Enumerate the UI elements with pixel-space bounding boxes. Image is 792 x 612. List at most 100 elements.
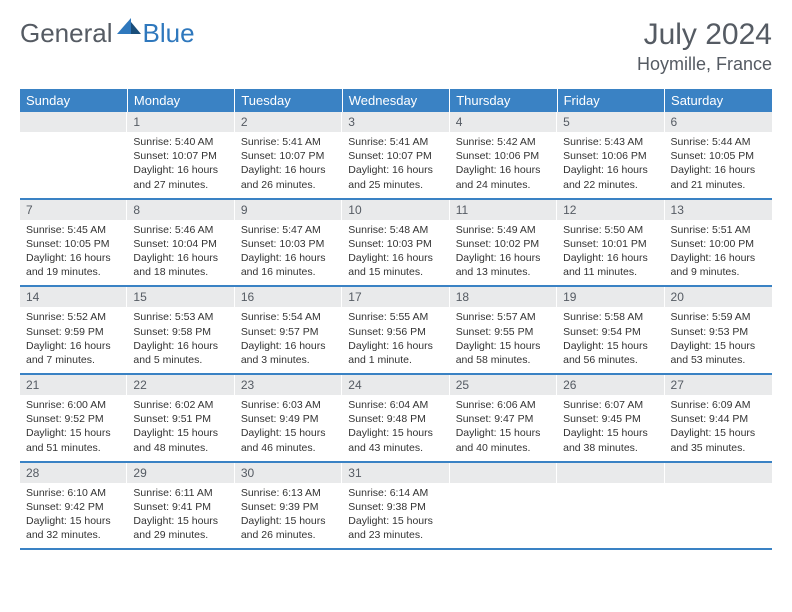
day-body xyxy=(557,483,664,539)
day-info-line: Daylight: 16 hours and 25 minutes. xyxy=(348,163,443,191)
calendar-day-cell: 3Sunrise: 5:41 AMSunset: 10:07 PMDayligh… xyxy=(342,112,449,199)
day-info-line: Daylight: 15 hours and 56 minutes. xyxy=(563,339,658,367)
day-number xyxy=(20,112,127,132)
day-number: 12 xyxy=(557,200,664,220)
day-number: 31 xyxy=(342,463,449,483)
day-number: 3 xyxy=(342,112,449,132)
day-info-line: Daylight: 15 hours and 43 minutes. xyxy=(348,426,443,454)
day-number xyxy=(665,463,772,483)
calendar-day-cell: 29Sunrise: 6:11 AMSunset: 9:41 PMDayligh… xyxy=(127,462,234,550)
day-number: 17 xyxy=(342,287,449,307)
dow-header: Friday xyxy=(557,89,664,112)
day-body: Sunrise: 5:42 AMSunset: 10:06 PMDaylight… xyxy=(450,132,557,198)
dow-header: Saturday xyxy=(665,89,772,112)
day-info-line: Sunset: 9:45 PM xyxy=(563,412,658,426)
day-info-line: Sunset: 9:54 PM xyxy=(563,325,658,339)
calendar-week-row: 14Sunrise: 5:52 AMSunset: 9:59 PMDayligh… xyxy=(20,286,772,374)
day-info-line: Sunrise: 6:02 AM xyxy=(133,398,228,412)
day-info-line: Sunset: 10:04 PM xyxy=(133,237,228,251)
day-info-line: Sunset: 9:59 PM xyxy=(26,325,121,339)
dow-header: Sunday xyxy=(20,89,127,112)
day-body: Sunrise: 6:14 AMSunset: 9:38 PMDaylight:… xyxy=(342,483,449,549)
calendar-empty-cell xyxy=(665,462,772,550)
day-info-line: Daylight: 15 hours and 35 minutes. xyxy=(671,426,766,454)
day-info-line: Sunrise: 6:10 AM xyxy=(26,486,121,500)
day-info-line: Sunset: 9:58 PM xyxy=(133,325,228,339)
day-of-week-row: SundayMondayTuesdayWednesdayThursdayFrid… xyxy=(20,89,772,112)
day-body: Sunrise: 6:02 AMSunset: 9:51 PMDaylight:… xyxy=(127,395,234,461)
day-number: 21 xyxy=(20,375,127,395)
day-info-line: Sunset: 10:05 PM xyxy=(671,149,766,163)
day-info-line: Sunrise: 6:14 AM xyxy=(348,486,443,500)
day-info-line: Sunset: 9:41 PM xyxy=(133,500,228,514)
day-info-line: Sunset: 10:05 PM xyxy=(26,237,121,251)
day-info-line: Sunset: 9:44 PM xyxy=(671,412,766,426)
day-body: Sunrise: 5:43 AMSunset: 10:06 PMDaylight… xyxy=(557,132,664,198)
day-body: Sunrise: 6:10 AMSunset: 9:42 PMDaylight:… xyxy=(20,483,127,549)
day-info-line: Daylight: 15 hours and 29 minutes. xyxy=(133,514,228,542)
day-number: 2 xyxy=(235,112,342,132)
calendar-day-cell: 25Sunrise: 6:06 AMSunset: 9:47 PMDayligh… xyxy=(450,374,557,462)
day-number: 29 xyxy=(127,463,234,483)
day-info-line: Sunrise: 6:13 AM xyxy=(241,486,336,500)
day-body: Sunrise: 6:09 AMSunset: 9:44 PMDaylight:… xyxy=(665,395,772,461)
day-body: Sunrise: 5:51 AMSunset: 10:00 PMDaylight… xyxy=(665,220,772,286)
day-body: Sunrise: 5:50 AMSunset: 10:01 PMDaylight… xyxy=(557,220,664,286)
day-info-line: Sunrise: 5:55 AM xyxy=(348,310,443,324)
day-body: Sunrise: 5:52 AMSunset: 9:59 PMDaylight:… xyxy=(20,307,127,373)
day-body: Sunrise: 5:44 AMSunset: 10:05 PMDaylight… xyxy=(665,132,772,198)
day-info-line: Daylight: 15 hours and 46 minutes. xyxy=(241,426,336,454)
logo-triangle-icon xyxy=(117,16,141,34)
calendar-day-cell: 28Sunrise: 6:10 AMSunset: 9:42 PMDayligh… xyxy=(20,462,127,550)
day-info-line: Sunset: 10:01 PM xyxy=(563,237,658,251)
day-info-line: Sunrise: 5:53 AM xyxy=(133,310,228,324)
calendar-week-row: 28Sunrise: 6:10 AMSunset: 9:42 PMDayligh… xyxy=(20,462,772,550)
calendar-day-cell: 15 Sunrise: 5:53 AMSunset: 9:58 PMDayligh… xyxy=(127,286,234,374)
calendar-day-cell: 13Sunrise: 5:51 AMSunset: 10:00 PMDaylig… xyxy=(665,199,772,287)
day-body xyxy=(665,483,772,539)
day-info-line: Sunrise: 5:54 AM xyxy=(241,310,336,324)
day-info-line: Daylight: 16 hours and 5 minutes. xyxy=(133,339,228,367)
day-info-line: Daylight: 15 hours and 51 minutes. xyxy=(26,426,121,454)
calendar-day-cell: 1Sunrise: 5:40 AMSunset: 10:07 PMDayligh… xyxy=(127,112,234,199)
day-number: 15 xyxy=(127,287,234,307)
day-body: Sunrise: 5:49 AMSunset: 10:02 PMDaylight… xyxy=(450,220,557,286)
calendar-day-cell: 27Sunrise: 6:09 AMSunset: 9:44 PMDayligh… xyxy=(665,374,772,462)
calendar-day-cell: 4Sunrise: 5:42 AMSunset: 10:06 PMDayligh… xyxy=(450,112,557,199)
calendar-day-cell: 9Sunrise: 5:47 AMSunset: 10:03 PMDayligh… xyxy=(235,199,342,287)
day-body: Sunrise: 5:40 AMSunset: 10:07 PMDaylight… xyxy=(127,132,234,198)
calendar-day-cell: 10Sunrise: 5:48 AMSunset: 10:03 PMDaylig… xyxy=(342,199,449,287)
day-number: 4 xyxy=(450,112,557,132)
day-info-line: Sunrise: 5:50 AM xyxy=(563,223,658,237)
day-info-line: Sunrise: 5:57 AM xyxy=(456,310,551,324)
day-body: Sunrise: 5:59 AMSunset: 9:53 PMDaylight:… xyxy=(665,307,772,373)
day-info-line: Daylight: 16 hours and 26 minutes. xyxy=(241,163,336,191)
day-number: 28 xyxy=(20,463,127,483)
day-info-line: Sunrise: 5:59 AM xyxy=(671,310,766,324)
dow-header: Wednesday xyxy=(342,89,449,112)
calendar-empty-cell xyxy=(557,462,664,550)
day-number xyxy=(557,463,664,483)
day-info-line: Sunrise: 5:49 AM xyxy=(456,223,551,237)
day-number: 9 xyxy=(235,200,342,220)
day-info-line: Sunset: 10:07 PM xyxy=(241,149,336,163)
day-number: 18 xyxy=(450,287,557,307)
day-info-line: Sunset: 10:03 PM xyxy=(241,237,336,251)
day-number: 5 xyxy=(557,112,664,132)
day-info-line: Sunset: 10:06 PM xyxy=(456,149,551,163)
day-info-line: Sunset: 9:42 PM xyxy=(26,500,121,514)
calendar-day-cell: 21Sunrise: 6:00 AMSunset: 9:52 PMDayligh… xyxy=(20,374,127,462)
logo-word-2: Blue xyxy=(143,18,195,49)
day-body: Sunrise: 5:41 AMSunset: 10:07 PMDaylight… xyxy=(342,132,449,198)
day-info-line: Daylight: 16 hours and 21 minutes. xyxy=(671,163,766,191)
header: General Blue July 2024 Hoymille, France xyxy=(20,18,772,75)
day-info-line: Sunrise: 5:47 AM xyxy=(241,223,336,237)
day-info-line: Daylight: 15 hours and 53 minutes. xyxy=(671,339,766,367)
title-block: July 2024 Hoymille, France xyxy=(637,18,772,75)
day-number: 19 xyxy=(557,287,664,307)
day-number: 1 xyxy=(127,112,234,132)
day-info-line: Sunrise: 5:58 AM xyxy=(563,310,658,324)
day-body: Sunrise: 5:41 AMSunset: 10:07 PMDaylight… xyxy=(235,132,342,198)
calendar-day-cell: 23Sunrise: 6:03 AMSunset: 9:49 PMDayligh… xyxy=(235,374,342,462)
day-info-line: Sunrise: 6:03 AM xyxy=(241,398,336,412)
